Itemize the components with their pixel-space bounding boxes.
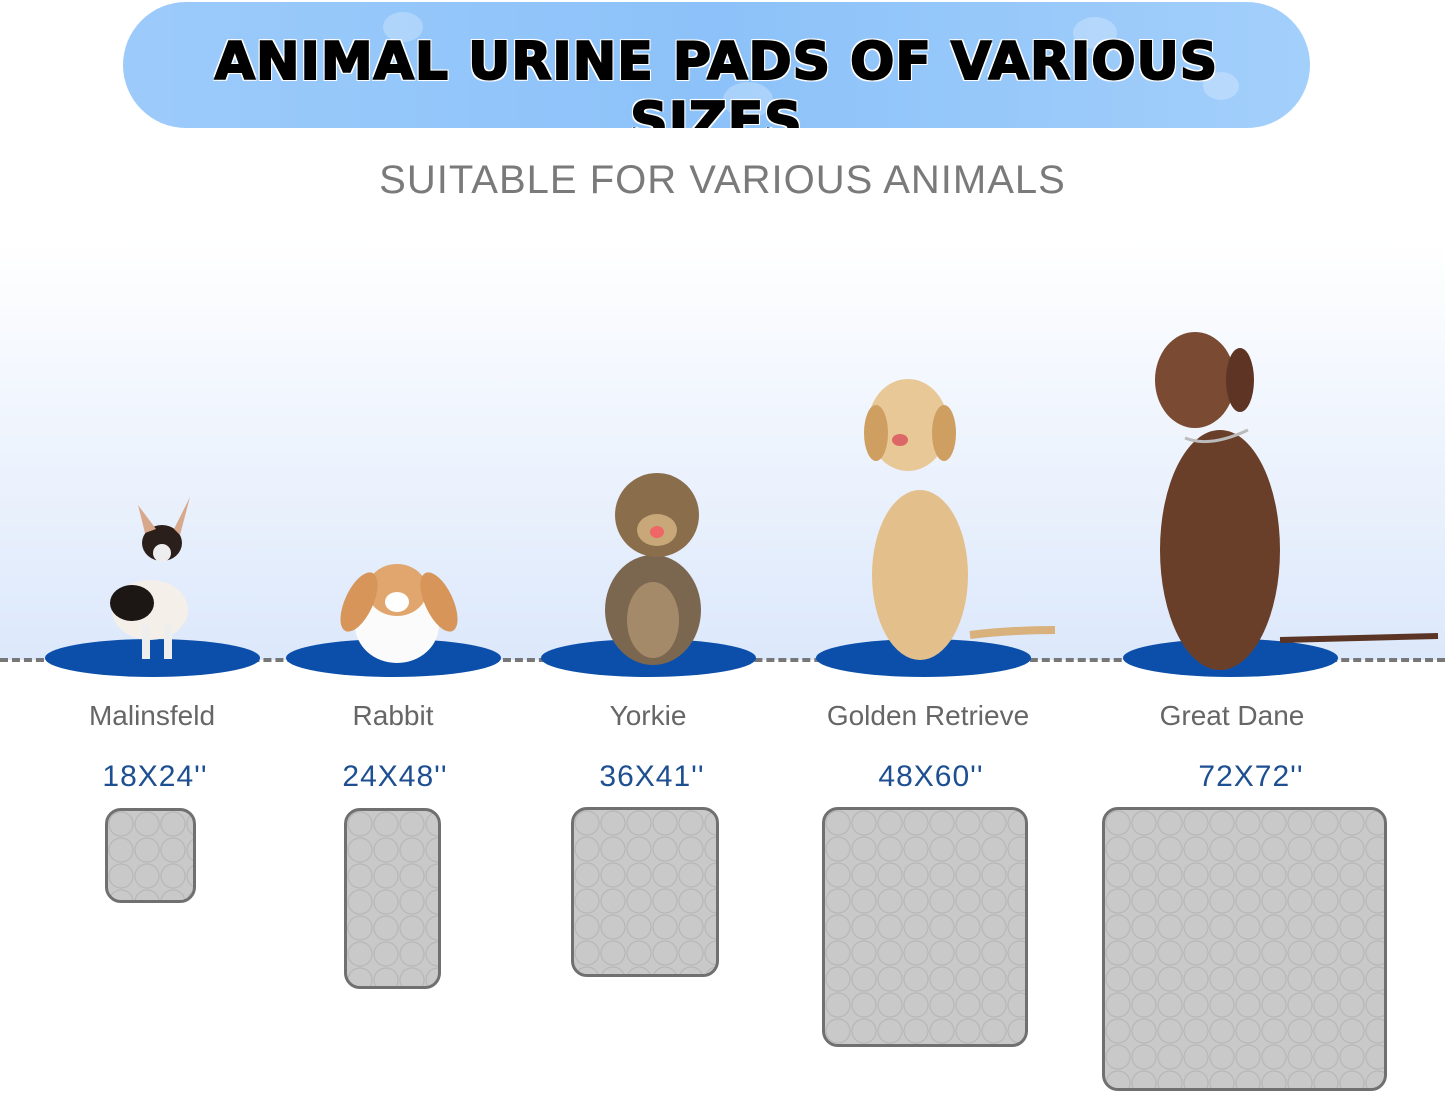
title-banner: ANIMAL URINE PADS OF VARIOUS SIZES [123,2,1310,128]
great-dane-image [1155,332,1439,670]
animal-label-yorkie: Yorkie [609,700,687,731]
golden-retriever-image [864,379,1056,660]
yorkie-image [605,473,701,665]
pad-36x41 [571,807,719,977]
animal-label-rabbit: Rabbit [352,700,434,731]
mat-malinsfeld [45,639,260,677]
animal-label-golden: Golden Retrieve [826,700,1030,731]
page-title: ANIMAL URINE PADS OF VARIOUS SIZES [214,31,1219,128]
size-label-36x41: 36X41'' [599,760,705,793]
pad-18x24 [105,808,196,903]
size-label-72x72: 72X72'' [1198,760,1304,793]
animal-label-malinsfeld: Malinsfeld [88,700,216,731]
pad-72x72 [1102,807,1387,1091]
pad-48x60 [822,807,1028,1047]
rabbit-image [340,564,458,663]
size-label-48x60: 48X60'' [878,760,984,793]
pad-24x48 [344,808,441,989]
chihuahua-image [110,497,190,659]
animal-label-great-dane: Great Dane [1159,700,1305,731]
page-subtitle: SUITABLE FOR VARIOUS ANIMALS [379,158,1066,202]
size-label-24x48: 24X48'' [342,760,448,793]
size-label-18x24: 18X24'' [102,760,208,793]
